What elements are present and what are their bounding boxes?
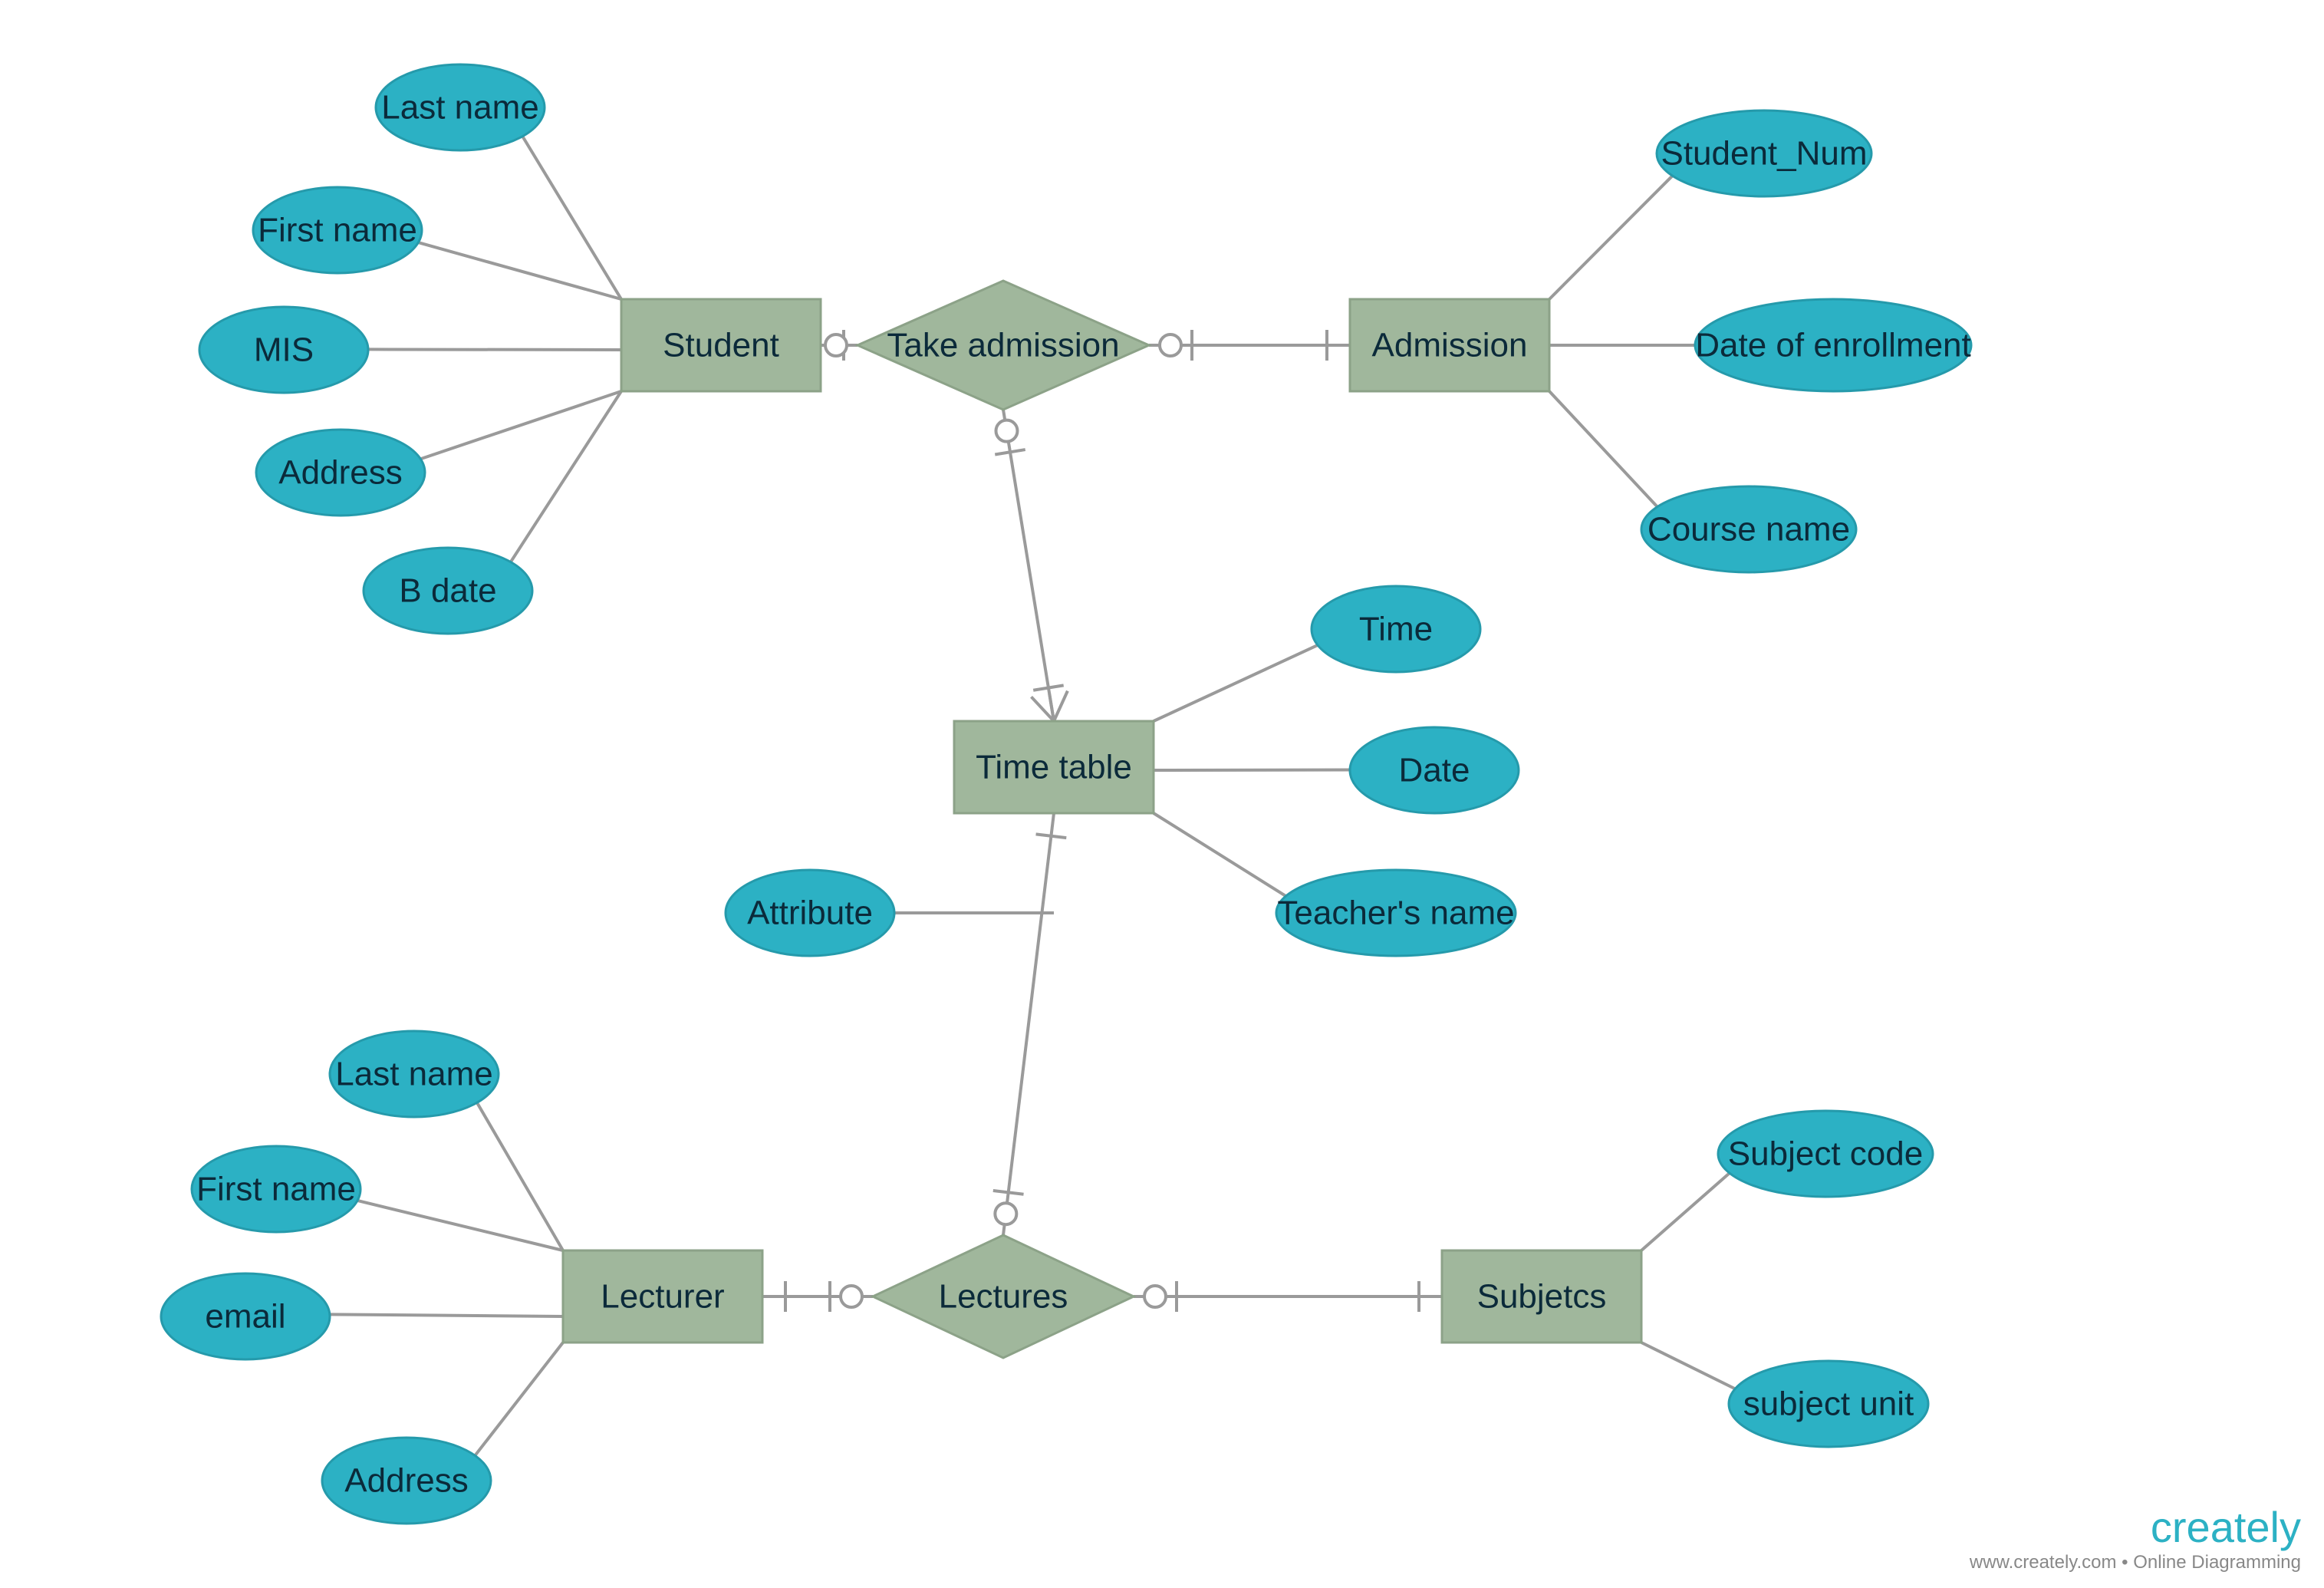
attr-edge — [475, 1343, 563, 1455]
attribute-t_time: Time — [1312, 586, 1480, 672]
attribute-t_attr: Attribute — [726, 870, 894, 956]
attribute-label: First name — [196, 1171, 356, 1208]
attribute-a_studnum: Student_Num — [1657, 110, 1871, 196]
attribute-sub_code: Subject code — [1718, 1111, 1933, 1197]
attribute-label: Date — [1399, 752, 1470, 789]
entity-student: Student — [621, 299, 821, 391]
attribute-l_address: Address — [322, 1438, 491, 1524]
entity-label: Student — [663, 327, 779, 364]
attribute-label: Date of enrollment — [1695, 327, 1971, 364]
attr-edge — [1641, 1173, 1730, 1250]
attribute-s_address: Address — [256, 430, 425, 516]
attribute-s_mis: MIS — [199, 307, 368, 393]
rel-edge — [995, 410, 1068, 721]
attribute-s_bdate: B date — [364, 548, 532, 634]
attribute-t_date: Date — [1350, 727, 1519, 813]
attr-edge — [357, 1201, 563, 1250]
attr-edge — [1154, 813, 1285, 896]
watermark-sub: www.creately.com • Online Diagramming — [1969, 1552, 2301, 1573]
attribute-label: First name — [258, 212, 417, 249]
attribute-l_email: email — [161, 1273, 330, 1359]
rel-edge — [1134, 1281, 1442, 1312]
rel-edge — [1149, 330, 1350, 361]
relationship-label: Lectures — [939, 1278, 1068, 1316]
attribute-label: Last name — [381, 89, 538, 127]
attr-edge — [1641, 1343, 1735, 1389]
attribute-label: B date — [399, 572, 496, 610]
attribute-label: Address — [344, 1462, 468, 1500]
entity-timetable: Time table — [954, 721, 1154, 813]
attribute-label: email — [205, 1298, 285, 1336]
attribute-a_doe: Date of enrollment — [1695, 299, 1971, 391]
attr-edge — [1549, 391, 1657, 507]
relationship-lectures: Lectures — [873, 1235, 1134, 1358]
entity-label: Lecturer — [601, 1278, 724, 1316]
attribute-l_lastname: Last name — [330, 1031, 499, 1117]
entity-label: Time table — [976, 749, 1132, 786]
attribute-label: Time — [1359, 611, 1433, 648]
attr-edge — [1549, 176, 1672, 299]
attribute-s_lastname: Last name — [376, 64, 545, 150]
entity-admission: Admission — [1350, 299, 1549, 391]
attribute-a_course: Course name — [1641, 486, 1856, 572]
watermark-main: creately — [2151, 1503, 2301, 1551]
attribute-label: Attribute — [747, 894, 873, 932]
attribute-s_firstname: First name — [253, 187, 422, 273]
relationship-label: Take admission — [887, 327, 1119, 364]
attribute-label: Student_Num — [1661, 135, 1867, 173]
entity-label: Admission — [1372, 327, 1528, 364]
er-diagram: Student Admission Time table Lecturer Subjet… — [0, 0, 2324, 1588]
attr-edge — [1154, 645, 1318, 721]
rel-edge — [993, 813, 1066, 1235]
attribute-label: Teacher's name — [1277, 894, 1514, 932]
attribute-label: MIS — [254, 331, 314, 369]
attr-edge — [511, 391, 621, 562]
entity-subjects: Subjetcs — [1442, 1250, 1641, 1343]
attr-edge — [330, 1314, 563, 1316]
attribute-label: Course name — [1648, 511, 1850, 549]
attr-edge — [477, 1102, 563, 1250]
attribute-t_teacher: Teacher's name — [1276, 870, 1516, 956]
attribute-l_firstname: First name — [192, 1146, 360, 1232]
attr-edge — [368, 349, 621, 350]
relationship-take_admission: Take admission — [858, 281, 1149, 410]
attr-edge — [420, 391, 621, 459]
attribute-label: Last name — [335, 1056, 492, 1093]
attribute-label: Address — [278, 454, 402, 492]
entity-lecturer: Lecturer — [563, 1250, 762, 1343]
entity-label: Subjetcs — [1477, 1278, 1607, 1316]
attribute-label: subject unit — [1743, 1385, 1914, 1423]
attribute-label: Subject code — [1728, 1135, 1923, 1173]
attribute-sub_unit: subject unit — [1729, 1361, 1928, 1447]
rel-edge — [762, 1281, 873, 1312]
